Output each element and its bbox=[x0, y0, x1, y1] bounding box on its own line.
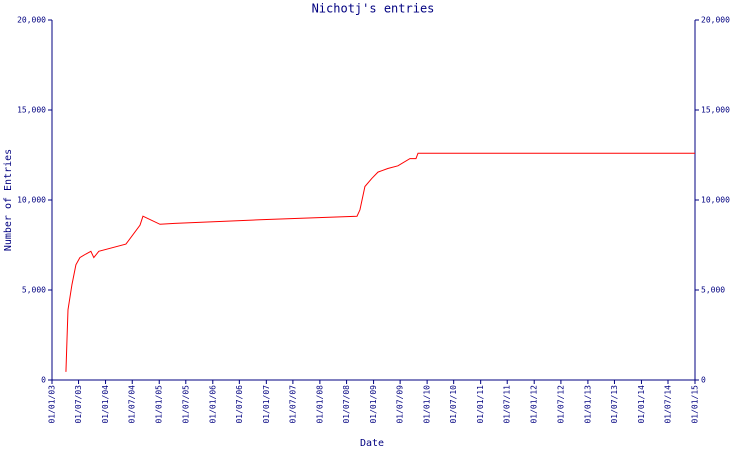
y2-tick-label: 0 bbox=[701, 376, 706, 385]
y-tick-label: 20,000 bbox=[17, 16, 46, 25]
x-tick-label: 01/07/03 bbox=[74, 385, 83, 424]
x-tick-label: 01/01/07 bbox=[262, 385, 271, 424]
x-tick-label: 01/07/08 bbox=[342, 385, 351, 424]
x-tick-label: 01/07/07 bbox=[288, 385, 297, 424]
x-tick-label: 01/07/13 bbox=[610, 385, 619, 424]
x-tick-label: 01/01/09 bbox=[369, 385, 378, 424]
x-tick-label: 01/01/14 bbox=[637, 385, 646, 424]
x-tick-label: 01/07/14 bbox=[664, 385, 673, 424]
x-tick-label: 01/01/13 bbox=[583, 385, 592, 424]
y-tick-label: 15,000 bbox=[17, 106, 46, 115]
x-axis-label: Date bbox=[360, 438, 384, 449]
x-tick-label: 01/01/03 bbox=[48, 385, 57, 424]
x-tick-label: 01/07/11 bbox=[503, 385, 512, 424]
y-tick-label: 10,000 bbox=[17, 196, 46, 205]
x-tick-label: 01/01/10 bbox=[423, 385, 432, 424]
x-tick-label: 01/07/04 bbox=[128, 385, 137, 424]
y-axis-label: Number of Entries bbox=[3, 149, 14, 251]
y2-tick-label: 20,000 bbox=[701, 16, 730, 25]
x-tick-label: 01/01/12 bbox=[530, 385, 539, 424]
y-tick-label: 5,000 bbox=[22, 286, 46, 295]
x-tick-label: 01/07/12 bbox=[556, 385, 565, 424]
x-tick-label: 01/07/06 bbox=[235, 385, 244, 424]
x-tick-label: 01/07/10 bbox=[449, 385, 458, 424]
x-tick-label: 01/01/08 bbox=[315, 385, 324, 424]
x-tick-label: 01/01/15 bbox=[691, 385, 700, 424]
data-line bbox=[65, 152, 695, 372]
y2-tick-label: 10,000 bbox=[701, 196, 730, 205]
x-tick-label: 01/01/06 bbox=[208, 385, 217, 424]
x-tick-label: 01/01/05 bbox=[155, 385, 164, 424]
x-tick-label: 01/07/05 bbox=[181, 385, 190, 424]
y-tick-label: 0 bbox=[41, 376, 46, 385]
x-tick-label: 01/07/09 bbox=[396, 385, 405, 424]
x-tick-label: 01/01/11 bbox=[476, 385, 485, 424]
chart-title: Nichotj's entries bbox=[312, 2, 435, 16]
y2-tick-label: 5,000 bbox=[701, 286, 725, 295]
x-tick-label: 01/01/04 bbox=[101, 385, 110, 424]
y2-tick-label: 15,000 bbox=[701, 106, 730, 115]
